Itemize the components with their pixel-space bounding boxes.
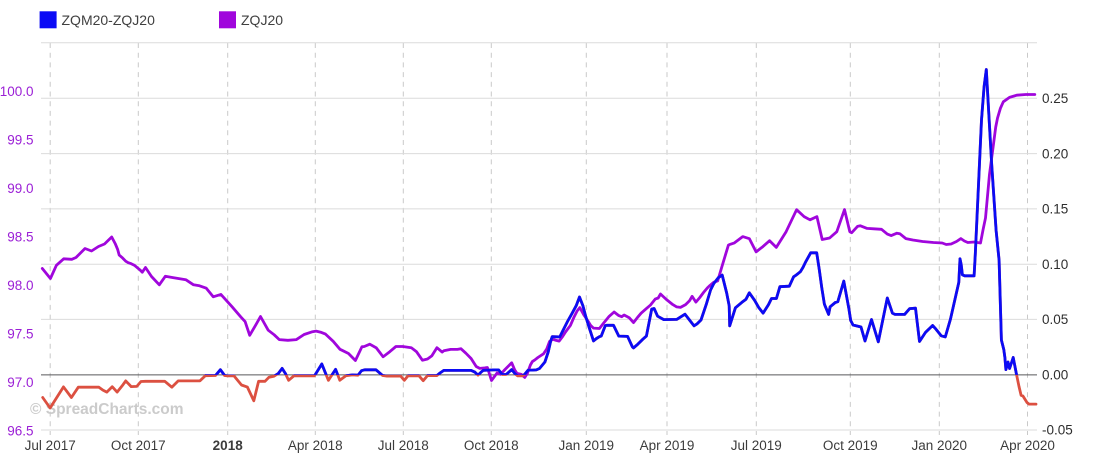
svg-text:Oct 2018: Oct 2018 — [464, 438, 519, 453]
svg-text:Jul 2019: Jul 2019 — [731, 438, 782, 453]
svg-text:ZQJ20: ZQJ20 — [241, 12, 283, 28]
svg-text:98.5: 98.5 — [7, 230, 33, 245]
svg-text:97.5: 97.5 — [7, 327, 33, 342]
svg-text:Jan 2020: Jan 2020 — [912, 438, 968, 453]
svg-text:96.5: 96.5 — [7, 424, 33, 439]
svg-text:2018: 2018 — [213, 438, 244, 453]
svg-text:100.0: 100.0 — [0, 84, 34, 99]
svg-text:0.10: 0.10 — [1042, 257, 1068, 272]
svg-text:-0.05: -0.05 — [1042, 423, 1073, 438]
svg-text:0.05: 0.05 — [1042, 312, 1068, 327]
svg-text:Apr 2019: Apr 2019 — [640, 438, 695, 453]
svg-text:Jul 2018: Jul 2018 — [378, 438, 429, 453]
svg-text:Jan 2019: Jan 2019 — [559, 438, 615, 453]
svg-text:Jul 2017: Jul 2017 — [25, 438, 76, 453]
svg-text:0.25: 0.25 — [1042, 91, 1068, 106]
svg-text:99.5: 99.5 — [7, 133, 33, 148]
svg-text:Oct 2019: Oct 2019 — [823, 438, 878, 453]
svg-text:Apr 2020: Apr 2020 — [1000, 438, 1055, 453]
svg-text:© SpreadCharts.com: © SpreadCharts.com — [30, 401, 184, 418]
svg-text:0.00: 0.00 — [1042, 367, 1068, 382]
svg-text:99.0: 99.0 — [7, 181, 33, 196]
svg-text:0.20: 0.20 — [1042, 146, 1068, 161]
svg-text:0.15: 0.15 — [1042, 202, 1068, 217]
svg-text:98.0: 98.0 — [7, 278, 33, 293]
svg-text:ZQM20-ZQJ20: ZQM20-ZQJ20 — [62, 12, 156, 28]
svg-text:Oct 2017: Oct 2017 — [111, 438, 166, 453]
svg-text:Apr 2018: Apr 2018 — [288, 438, 343, 453]
svg-text:97.0: 97.0 — [7, 375, 33, 390]
